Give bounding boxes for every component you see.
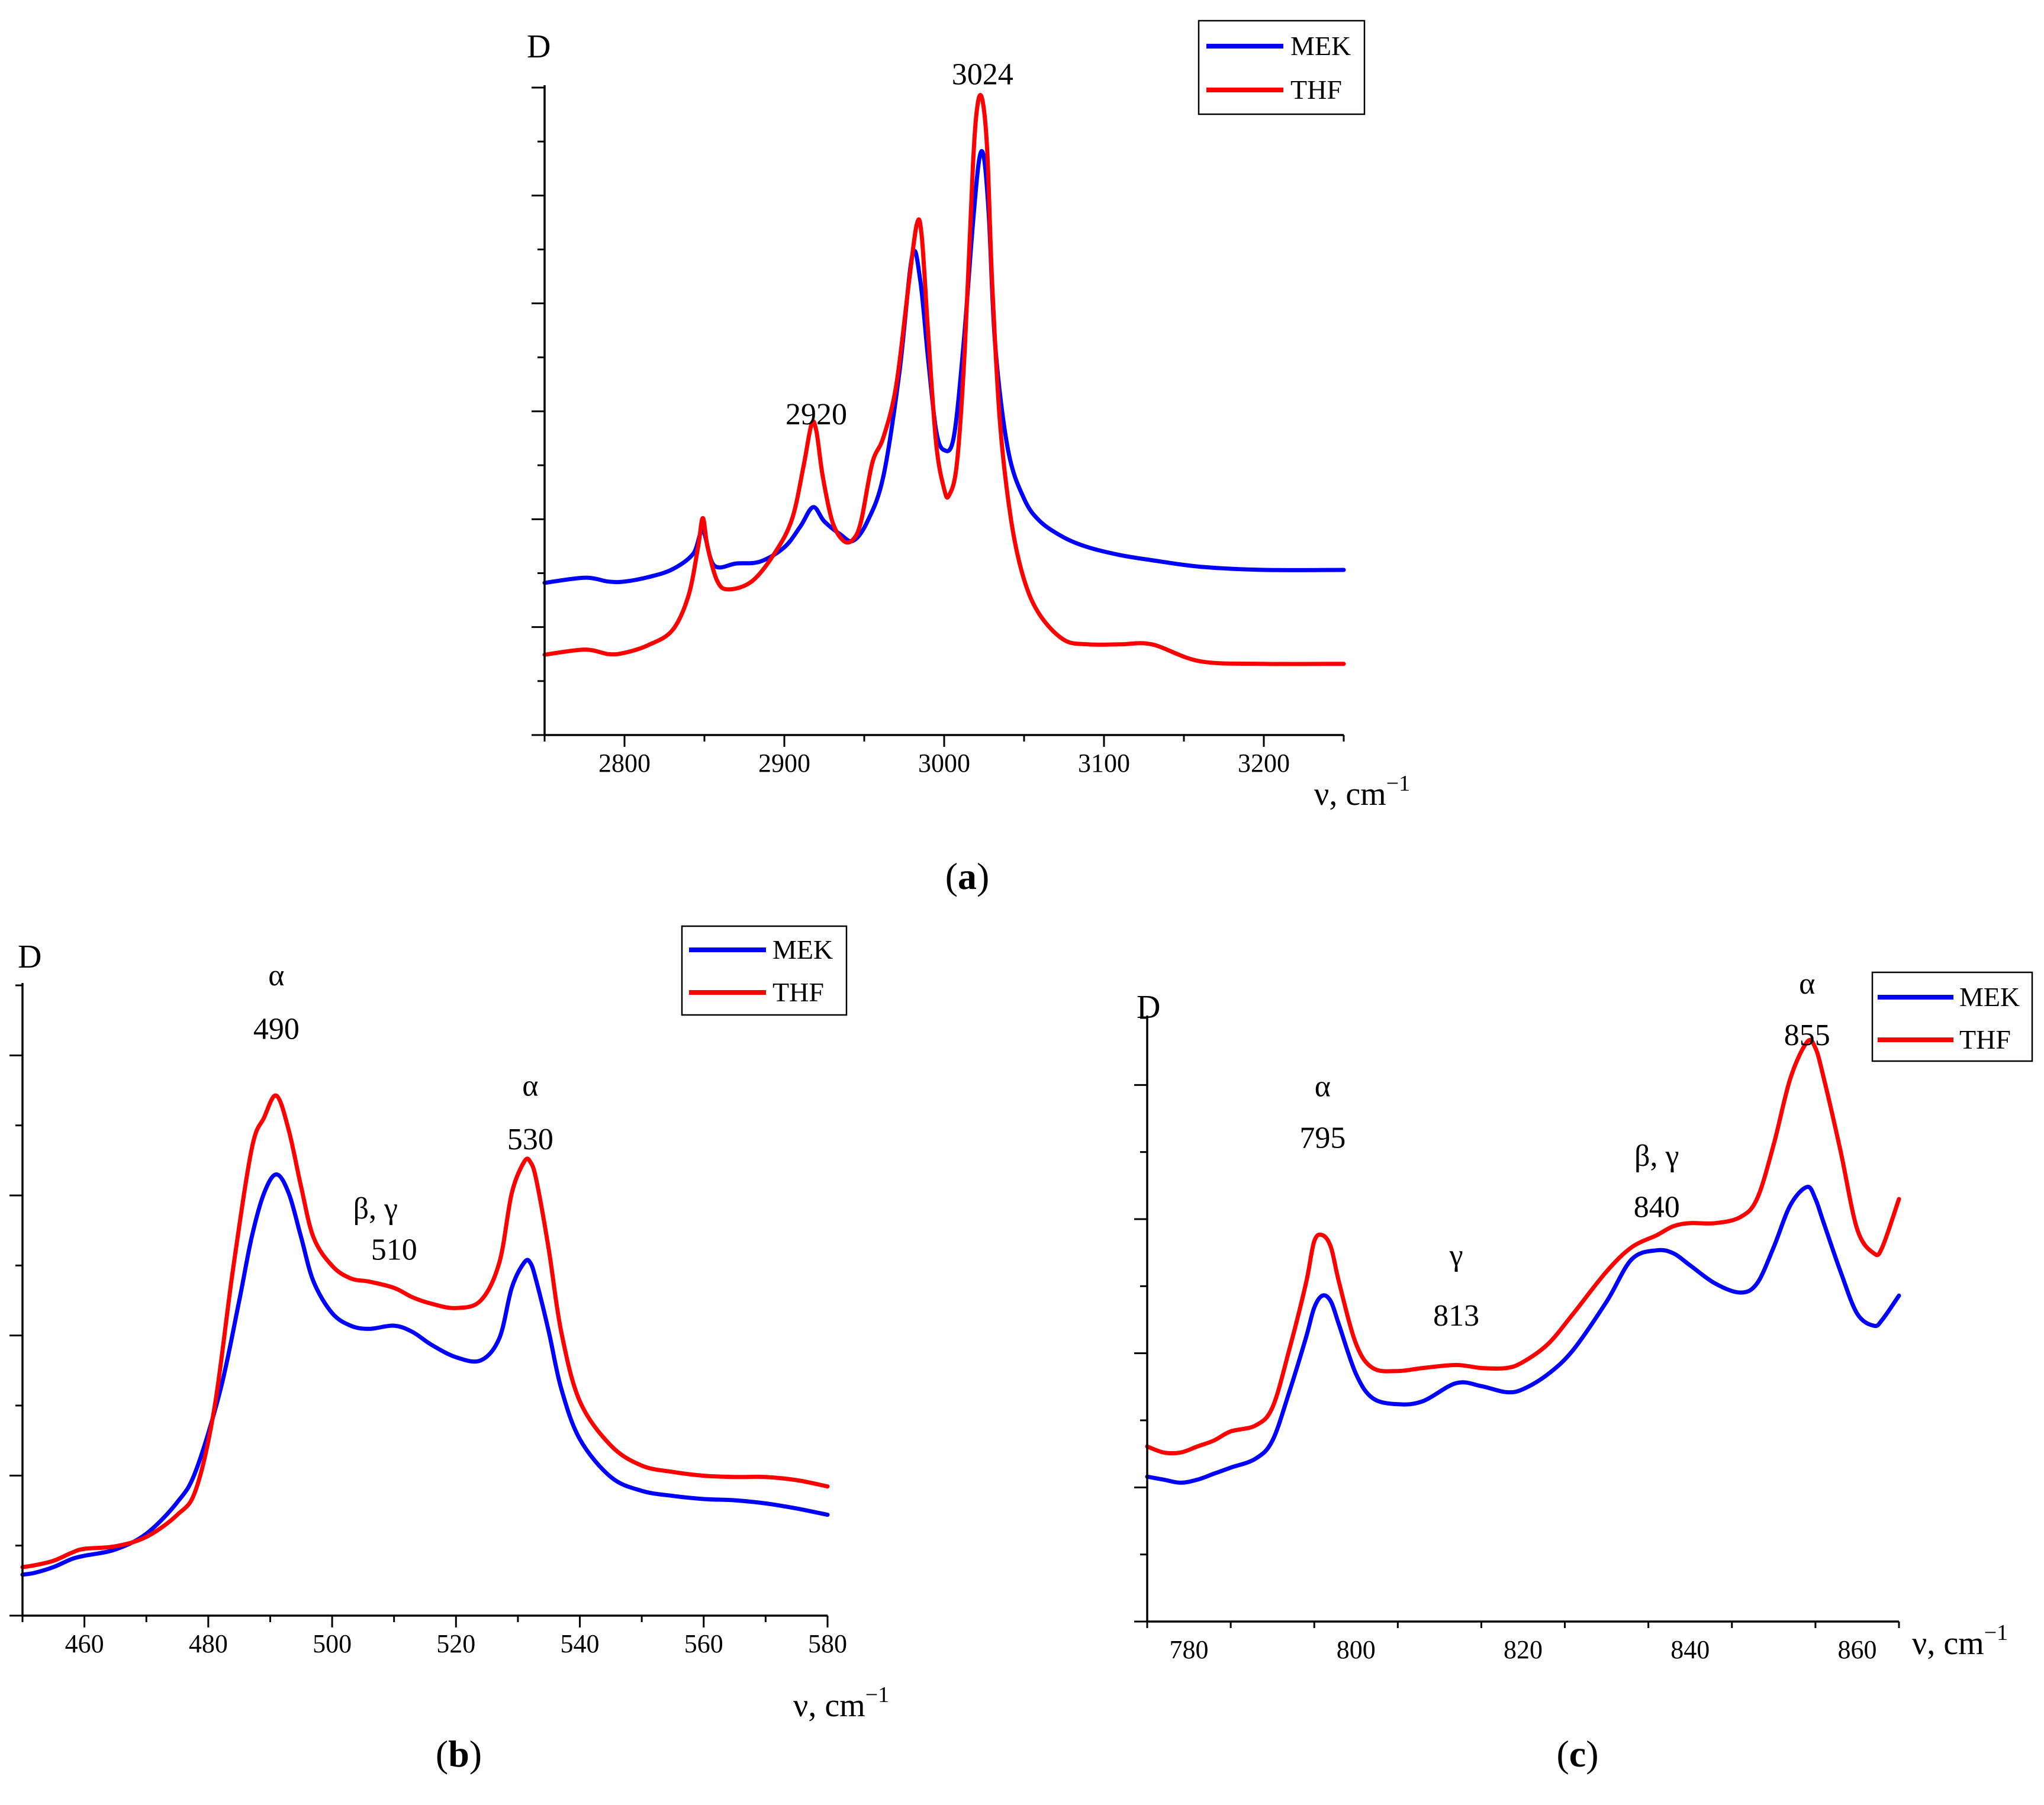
panel-b-xtick-label: 460 xyxy=(65,1629,104,1658)
panel-c-peak-label: β, γ xyxy=(1634,1139,1679,1173)
panel-a-xlabel: ν, cm−1 xyxy=(1314,771,1410,813)
panel-a-peak-label: 3024 xyxy=(952,58,1013,92)
panel-c-caption-letter: c xyxy=(1569,1733,1586,1775)
panel-c-peak-label: 855 xyxy=(1784,1018,1830,1052)
panel-a-peak-label: 2920 xyxy=(786,398,847,431)
panel-b-axes xyxy=(21,983,828,1617)
panel-c-caption: (c) xyxy=(1556,1733,1598,1775)
panel-c-annotations: α 795 γ 813 β, γ 840 α 855 xyxy=(1299,967,1830,1333)
panel-b-xtick-label: 540 xyxy=(561,1629,600,1658)
panel-c-axes xyxy=(1146,1016,1899,1623)
panel-a-legend-label-thf: THF xyxy=(1290,75,1342,105)
panel-c-series xyxy=(1145,1037,1901,1485)
panel-b-legend-label-thf: THF xyxy=(772,977,824,1007)
panel-c-peak-label: γ xyxy=(1449,1239,1463,1272)
panel-c-xtick-label: 780 xyxy=(1170,1635,1209,1664)
panel-a-caption: (a) xyxy=(945,855,990,897)
panel-a-xlabel-main: ν, cm xyxy=(1314,776,1386,813)
panel-c-series-thf xyxy=(1145,1037,1901,1456)
panel-c-peak-label: 813 xyxy=(1433,1299,1479,1333)
panel-a-legend: MEK THF xyxy=(1198,20,1366,115)
panel-c-peak-label: α xyxy=(1315,1070,1331,1104)
panel-c-series-mek xyxy=(1145,1185,1901,1485)
panel-a-legend-box xyxy=(1198,20,1366,115)
panel-c-peak-label: 840 xyxy=(1634,1191,1680,1224)
panel-b-caption-letter: b xyxy=(448,1733,469,1775)
panel-b-series xyxy=(20,1093,830,1577)
panel-a-caption-letter: a xyxy=(958,855,977,897)
panel-a-series-thf xyxy=(542,93,1346,666)
panel-a-ylabel: D xyxy=(527,28,551,65)
panel-b-xlabel: ν, cm−1 xyxy=(793,1682,889,1724)
panel-b-caption: (b) xyxy=(436,1733,482,1775)
panel-a-series-mek xyxy=(542,149,1346,585)
panel-c-xtick-label: 860 xyxy=(1837,1635,1876,1664)
panel-c-xlabel: ν, cm−1 xyxy=(1912,1620,2008,1662)
panel-b-xtick-label: 520 xyxy=(436,1629,475,1658)
panel-b-xlabel-main: ν, cm xyxy=(793,1687,865,1724)
panel-c-ticks: 780 800 820 840 860 xyxy=(1134,1017,1900,1664)
panel-c-legend-box xyxy=(1871,971,2033,1062)
panel-b-xtick-label: 560 xyxy=(684,1629,723,1658)
panel-c-xlabel-main: ν, cm xyxy=(1912,1625,1984,1662)
panel-b-ylabel: D xyxy=(18,939,41,975)
panel-c-ylabel: D xyxy=(1137,989,1160,1026)
panel-a-xtick-label: 2800 xyxy=(598,749,651,778)
panel-b-series-mek xyxy=(20,1172,830,1577)
panel-c-legend: MEK THF xyxy=(1871,971,2033,1062)
panel-a-xtick-label: 2900 xyxy=(758,749,810,778)
panel-b-legend-box xyxy=(681,925,848,1016)
panel-b-xtick-label: 500 xyxy=(313,1629,352,1658)
panel-b-annotations: α 490 β, γ 510 α 530 xyxy=(253,959,553,1266)
panel-b-ticks: 460 480 500 520 540 560 580 xyxy=(9,984,847,1658)
panel-c: 780 800 820 840 860 α 795 γ 813 β, γ 840 α 855 D ν,… xyxy=(1134,967,2033,1775)
panel-b-series-thf xyxy=(20,1093,830,1569)
panel-c-legend-label-mek: MEK xyxy=(1959,982,2020,1012)
panel-a-ticks: 2800 2900 3000 3100 3200 xyxy=(532,86,1345,778)
panel-c-xtick-label: 800 xyxy=(1337,1635,1376,1664)
panel-b-peak-label: 490 xyxy=(253,1013,300,1046)
panel-b-peak-label: β, γ xyxy=(353,1192,398,1226)
panel-a-xtick-label: 3200 xyxy=(1238,749,1290,778)
panel-b-xtick-label: 580 xyxy=(808,1629,847,1658)
panel-b-legend: MEK THF xyxy=(681,925,848,1016)
panel-c-xtick-label: 840 xyxy=(1670,1635,1710,1664)
panel-a-series xyxy=(542,93,1346,666)
panel-b-peak-label: 510 xyxy=(371,1233,417,1266)
panel-c-xtick-label: 820 xyxy=(1504,1635,1543,1664)
panel-b-peak-label: α xyxy=(268,959,284,992)
panel-a-xtick-label: 3100 xyxy=(1078,749,1130,778)
panel-a-annotations: 2920 3024 xyxy=(786,58,1013,431)
panel-b-peak-label: α xyxy=(522,1069,538,1103)
panel-b-xlabel-sup: −1 xyxy=(865,1682,889,1707)
panel-b-peak-label: 530 xyxy=(507,1123,553,1156)
panel-b-legend-label-mek: MEK xyxy=(772,934,833,965)
panel-a-legend-label-mek: MEK xyxy=(1290,31,1351,61)
panel-b-xtick-label: 480 xyxy=(189,1629,228,1658)
panel-a-xlabel-sup: −1 xyxy=(1386,771,1410,796)
panel-a-xtick-label: 3000 xyxy=(918,749,970,778)
panel-c-xlabel-sup: −1 xyxy=(1984,1620,2008,1645)
panel-c-peak-label: α xyxy=(1799,967,1815,1001)
panel-c-peak-label: 795 xyxy=(1299,1121,1346,1155)
panel-c-legend-label-thf: THF xyxy=(1959,1024,2011,1055)
